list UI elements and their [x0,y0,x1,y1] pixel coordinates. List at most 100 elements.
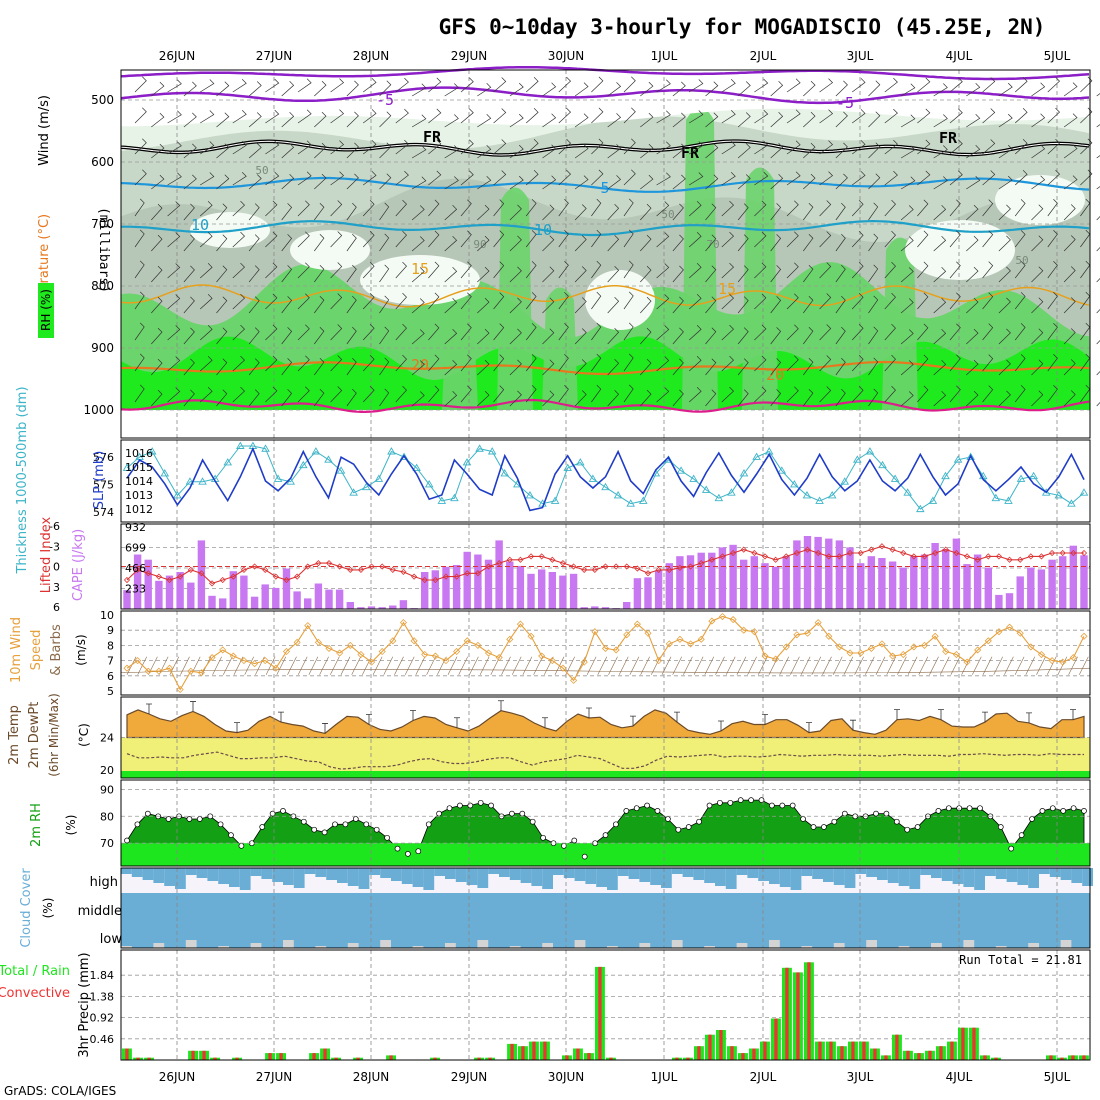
wind-barb [933,391,947,407]
wind-barb [362,386,375,403]
wind-barb [884,292,896,310]
wind-barb-10m [672,656,682,675]
cloud-low-bar [833,943,845,948]
wind-speed-point [867,644,875,653]
wind-barb [379,233,390,252]
wind-barb-10m [533,656,543,675]
wind-barb [232,386,246,403]
cape-bar [995,594,1003,609]
rh-point [352,816,359,822]
thickness-tick: 575 [93,478,114,491]
wind-barb-10m [479,656,490,675]
lifted-index-point [793,549,800,557]
wind-barb [134,169,147,186]
wind-barb-10m [212,656,222,675]
wind-barb [640,203,652,221]
wind-barb [982,170,996,186]
date-label: 5JUL [1044,1070,1071,1084]
wind-barb [151,174,165,190]
cloud-high-bar [1082,868,1093,886]
wind-barb [900,329,914,345]
precip-conv-bar [873,1048,877,1060]
cloud-low-bar [412,946,424,948]
thickness-point [424,480,434,488]
wind-barb [966,176,981,190]
lifted-index-point [825,553,832,560]
lifted-index-point [751,549,758,557]
wind-speed-point [516,620,524,628]
wind-barb [607,204,620,221]
wind-barb [917,139,931,155]
wind-barb [542,390,555,407]
wind-barb-10m [800,656,811,675]
rh-point [1029,816,1035,822]
wind-barb-10m [426,656,436,675]
lifted-index-label: Lifted Index [39,516,54,593]
lifted-index-point [411,573,418,580]
wind-barb [444,267,458,283]
wind-barb [411,145,427,159]
wind-speed-point [219,646,227,654]
thickness-point [437,496,447,504]
wind-barb [330,171,345,186]
cape-bar [697,552,705,609]
wind-barb [868,142,881,159]
lifted-index-point [868,546,875,553]
cape-bar [144,559,152,609]
lifted-index-point [1017,556,1024,563]
cloud-high-bar [272,868,283,882]
rh-point [300,818,307,825]
wind-barb [248,389,260,407]
wind-barb [721,110,736,124]
wind-barb [493,170,507,186]
wind-speed-point [814,619,822,627]
wind-barb [574,235,587,252]
rh-moist-column [542,287,578,410]
rh-point [810,824,817,830]
wind-barb [949,139,963,155]
wind-barb [933,236,947,252]
wind-barb [982,77,996,93]
rh-dry-pocket [290,230,370,270]
precip-conv-bar [576,1048,580,1060]
wind-barb [982,385,994,403]
wind-barb [460,139,474,155]
wind-barb [998,204,1011,221]
thickness-point [727,488,736,496]
rh-tick: 90 [100,783,114,796]
rh-point [935,808,942,814]
precip-conv-bar [785,967,789,1060]
wind-barb [167,79,182,93]
wind-barb-10m [886,656,896,675]
cloud-low-bar [898,946,910,948]
minmax-bar [190,701,196,712]
wind-barb [183,296,195,314]
wind-barb-10m [319,656,329,675]
wind-barb [525,385,537,403]
slp-series [126,446,1085,512]
cloud-high-bar [725,868,737,889]
wind-barb [998,390,1011,407]
minmax-bar [454,717,460,728]
wind-speed-point [825,632,833,640]
wind-barb [672,112,686,128]
rh-point [873,810,879,817]
wind-speed-point [676,635,684,643]
wind-speed-point [421,650,429,659]
wind-barb [232,172,247,186]
wind-speed-point [740,626,748,634]
cape-bar [750,556,758,609]
thickness-point [173,491,182,499]
wind-barb [167,141,182,155]
thickness-point [563,463,573,471]
wind-barb [900,391,914,407]
wind-barb [591,198,602,217]
cape-bar [761,563,769,609]
wind-barb [591,322,602,341]
wind-barb [248,143,262,159]
rh-point [623,808,630,814]
cape-bar [463,551,471,609]
wind-barb [460,385,472,403]
wind-barb [917,323,929,341]
